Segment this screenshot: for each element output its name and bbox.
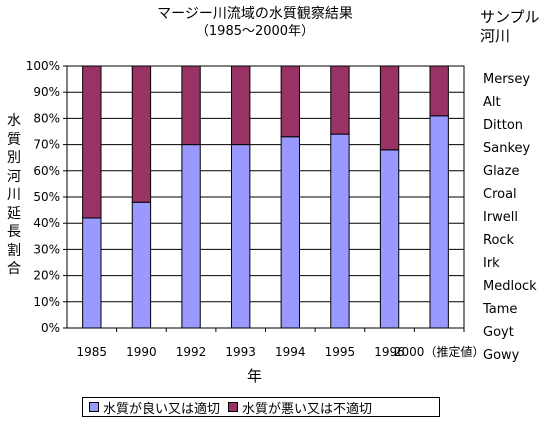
x-tick-label: 1993	[225, 345, 256, 359]
bar-poor-7	[429, 65, 449, 117]
river-name: Alt	[483, 95, 501, 110]
y-tick-label: 80%	[33, 111, 60, 125]
river-name: Croal	[483, 187, 517, 202]
y-tick-label: 20%	[33, 269, 60, 283]
x-tick-label: 1994	[275, 345, 306, 359]
bar-good-7	[429, 115, 449, 329]
legend-swatch-poor	[228, 402, 239, 412]
river-name: Mersey	[483, 72, 531, 87]
river-name: Irwell	[483, 210, 519, 225]
plot-border	[66, 65, 465, 329]
x-tick-label: 1985	[77, 345, 108, 359]
x-tick-label: 2000（推定値）	[394, 344, 485, 359]
y-tick-label: 60%	[33, 164, 60, 178]
y-tick-labels: 0% 10% 20% 30% 40% 50% 60% 70% 80% 90% 100%	[26, 59, 60, 335]
river-name: Irk	[483, 256, 500, 271]
bar-poor-5	[330, 65, 350, 135]
bar-good-6	[379, 149, 400, 329]
y-tick-label: 0%	[41, 321, 60, 335]
chart-subtitle: （1985～2000年）	[195, 24, 315, 39]
river-name: Gowy	[483, 348, 520, 363]
bar-good-0	[82, 217, 102, 329]
y-tick-label: 100%	[26, 59, 60, 73]
bar-good-1	[131, 201, 152, 329]
chart-title: マージー川流域の水質観察結果	[157, 6, 353, 22]
x-axis-label: 年	[247, 367, 263, 385]
legend-label-good: 水質が良い又は適切	[103, 401, 221, 417]
x-tick-label: 1990	[126, 345, 157, 359]
legend: 水質が良い又は適切 水質が悪い又は不適切	[82, 397, 440, 417]
bar-good-4	[280, 136, 300, 329]
river-name: Ditton	[483, 118, 524, 133]
legend-item-good: 水質が良い又は適切	[89, 398, 220, 417]
river-name: Sankey	[483, 141, 531, 156]
sample-rivers-heading-line2: 河川	[480, 27, 511, 45]
x-tick-label: 1992	[176, 345, 207, 359]
x-tick-label: 1995	[325, 345, 356, 359]
sample-rivers-list: Mersey Alt Ditton Sankey Glaze Croal Irwell Roc…	[483, 71, 537, 370]
bar-good-3	[231, 144, 251, 329]
bar-good-5	[330, 133, 350, 329]
axes	[63, 65, 465, 332]
bar-poor-6	[379, 65, 400, 151]
bar-poor-4	[280, 65, 300, 138]
y-tick-label: 50%	[33, 190, 60, 204]
x-tick-label: 1996	[374, 345, 405, 359]
gridlines	[66, 65, 465, 329]
bar-good-2	[181, 144, 201, 329]
y-tick-label: 70%	[33, 138, 60, 152]
y-tick-label: 40%	[33, 216, 60, 230]
bars	[82, 65, 449, 329]
y-tick-label: 90%	[33, 85, 60, 99]
legend-label-poor: 水質が悪い又は不適切	[242, 401, 373, 417]
river-name: Rock	[483, 233, 515, 248]
y-axis-label: 水質別河川延長割合	[7, 113, 21, 277]
river-name: Medlock	[483, 279, 537, 294]
y-tick-label: 10%	[33, 295, 60, 309]
bar-poor-2	[181, 65, 201, 146]
y-tick-label: 30%	[33, 242, 60, 256]
river-name: Tame	[483, 302, 518, 317]
river-name: Glaze	[483, 164, 520, 179]
bar-poor-3	[231, 65, 251, 146]
sample-rivers-heading: サンプル 河川	[480, 8, 540, 46]
bar-poor-0	[82, 65, 102, 219]
legend-item-poor: 水質が悪い又は不適切	[228, 398, 372, 417]
river-name: Goyt	[483, 325, 514, 340]
sample-rivers-heading-line1: サンプル	[480, 8, 540, 26]
bar-poor-1	[131, 65, 152, 203]
legend-swatch-good	[89, 402, 99, 412]
